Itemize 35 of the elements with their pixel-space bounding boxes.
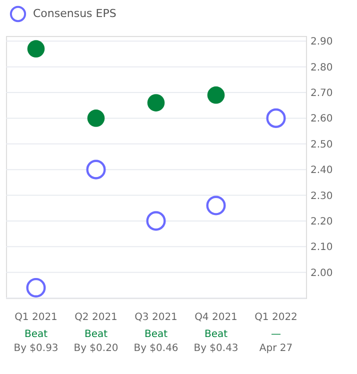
y-tick-label: 2.70 <box>310 88 333 100</box>
x-tick-label: Q2 2021 <box>74 312 118 323</box>
y-tick-label: 2.20 <box>310 216 333 228</box>
text: By $0.93 <box>14 343 58 354</box>
point <box>87 110 105 127</box>
x-tick-label: Q3 2021 <box>134 312 178 323</box>
text: By $0.20 <box>74 343 118 354</box>
text: By $0.46 <box>134 343 178 354</box>
text: By $0.43 <box>194 343 238 354</box>
y-tick-label: 2.10 <box>310 242 333 254</box>
text: Beat <box>144 329 168 340</box>
point <box>26 278 46 298</box>
y-tick-label: 2.30 <box>310 190 333 202</box>
point <box>207 86 225 104</box>
point <box>86 160 106 180</box>
x-tick-label: Q1 2022 <box>254 312 298 323</box>
point <box>266 108 286 128</box>
point <box>147 94 165 112</box>
text: Apr 27 <box>259 343 293 354</box>
y-tick-label: 2.50 <box>310 139 333 150</box>
text: Beat <box>84 329 108 340</box>
point <box>27 40 45 58</box>
text: Beat <box>24 329 48 340</box>
x-tick-label: Q1 2021 <box>14 312 58 323</box>
x-tick-label: Q4 2021 <box>194 312 238 323</box>
legend-label: Consensus EPS <box>33 7 116 20</box>
text: Beat <box>204 329 228 340</box>
text: — <box>271 329 281 340</box>
y-tick-label: 2.60 <box>310 114 333 125</box>
y-tick-label: 2.90 <box>310 36 333 48</box>
y-tick-label: 2.80 <box>310 62 333 74</box>
point <box>206 196 226 216</box>
point <box>146 211 166 231</box>
y-tick-label: 2.00 <box>310 268 333 279</box>
y-tick-label: 2.40 <box>310 165 333 176</box>
